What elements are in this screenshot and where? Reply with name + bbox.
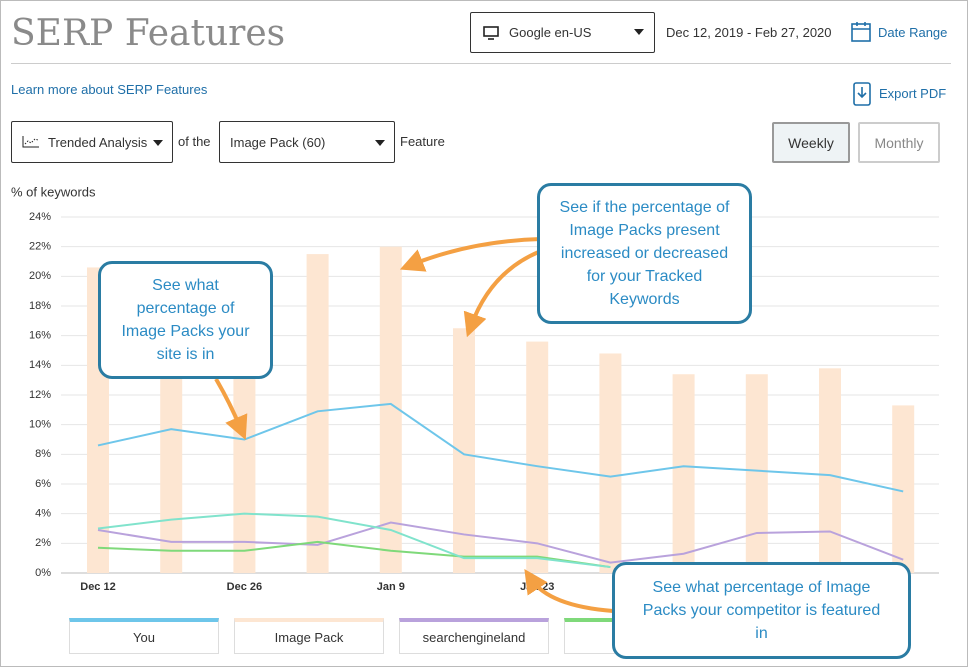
y-tick-label: 6% [35,478,51,490]
bar [819,368,841,573]
y-tick-label: 14% [29,359,51,371]
bar [745,374,768,573]
date-range-button[interactable]: Date Range [878,25,948,40]
legend-item[interactable]: Image Pack [234,618,384,654]
legend-item[interactable]: You [69,618,219,654]
export-icon[interactable] [852,81,872,107]
x-tick-label: Dec 26 [227,581,262,593]
page-title: SERP Features [11,13,286,54]
y-tick-label: 10% [29,419,51,431]
y-tick-label: 24% [29,211,51,223]
y-tick-label: 12% [29,389,51,401]
calendar-icon[interactable] [850,21,872,43]
engine-select[interactable]: Google en-US [470,12,655,53]
analysis-select[interactable]: Trended Analysis [11,121,173,163]
learn-more-link[interactable]: Learn more about SERP Features [11,82,208,97]
engine-text: Google en-US [509,25,592,40]
y-tick-label: 20% [29,270,51,282]
caret [634,29,644,35]
legend-item[interactable]: searchengineland [399,618,549,654]
feature-label: Feature [400,134,445,149]
desktop-icon [483,25,499,40]
line [97,521,904,564]
callout: See what percentage of Image Packs your … [612,562,911,659]
bar [672,374,695,573]
y-axis-label: % of keywords [11,184,96,199]
feature-select-text: Image Pack (60) [230,134,326,150]
bar [379,246,402,573]
caret [153,140,163,146]
y-tick-label: 2% [35,537,51,549]
y-tick-label: 4% [35,508,51,520]
weekly-button[interactable]: Weekly [772,122,850,163]
x-tick-label: Dec 12 [80,581,115,593]
caret [375,140,385,146]
date-range-text: Dec 12, 2019 - Feb 27, 2020 [666,25,832,40]
of-the: of the [178,134,211,149]
line [97,402,904,493]
feature-select[interactable]: Image Pack (60) [219,121,395,163]
x-tick-label: Jan 9 [377,581,405,593]
analysis-text: Trended Analysis [48,134,148,150]
y-tick-label: 16% [29,330,51,342]
export-pdf[interactable]: Export PDF [879,86,947,101]
trend-icon [22,136,39,148]
divider [11,63,951,64]
line [97,512,611,569]
bar [892,405,915,573]
bar [599,353,622,573]
y-tick-label: 22% [29,241,51,253]
callout: See if the percentage of Image Packs pre… [537,183,752,324]
bar [453,328,475,573]
x-tick-label: Jan 23 [520,581,554,593]
y-tick-label: 8% [35,448,51,460]
callout: See what percentage of Image Packs your … [98,261,273,379]
monthly-button[interactable]: Monthly [858,122,940,163]
bar [306,254,329,574]
y-tick-label: 18% [29,300,51,312]
y-tick-label: 0% [35,567,51,579]
bar [526,341,549,573]
